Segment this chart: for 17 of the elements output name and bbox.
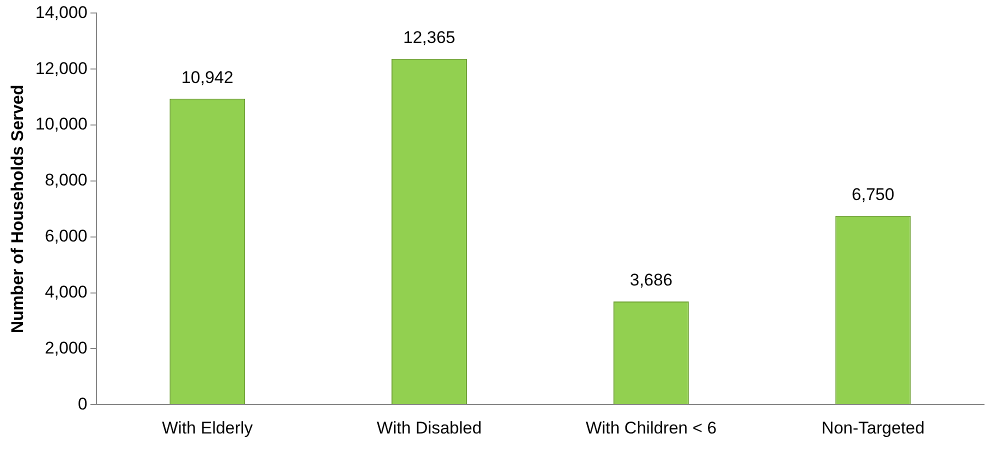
data-label: 12,365 <box>403 28 456 48</box>
x-tick-label: With Children < 6 <box>586 418 717 438</box>
y-tick-label: 2,000 <box>44 338 88 358</box>
y-tick-label: 4,000 <box>44 282 88 302</box>
x-tick-label: With Elderly <box>162 418 254 438</box>
x-tick-label: Non-Targeted <box>822 418 925 438</box>
data-label: 3,686 <box>630 270 672 290</box>
y-tick-label: 6,000 <box>44 226 88 246</box>
y-tick-label: 12,000 <box>35 58 88 78</box>
y-axis-title: Number of Households Served <box>8 84 27 334</box>
x-tick-label: With Disabled <box>376 418 482 438</box>
y-tick-label: 14,000 <box>35 2 88 22</box>
y-tick-label: 0 <box>78 394 88 414</box>
y-tick-label: 10,000 <box>35 114 88 134</box>
y-tick-label: 8,000 <box>44 170 88 190</box>
data-label: 6,750 <box>852 185 894 204</box>
data-label: 10,942 <box>181 68 234 87</box>
